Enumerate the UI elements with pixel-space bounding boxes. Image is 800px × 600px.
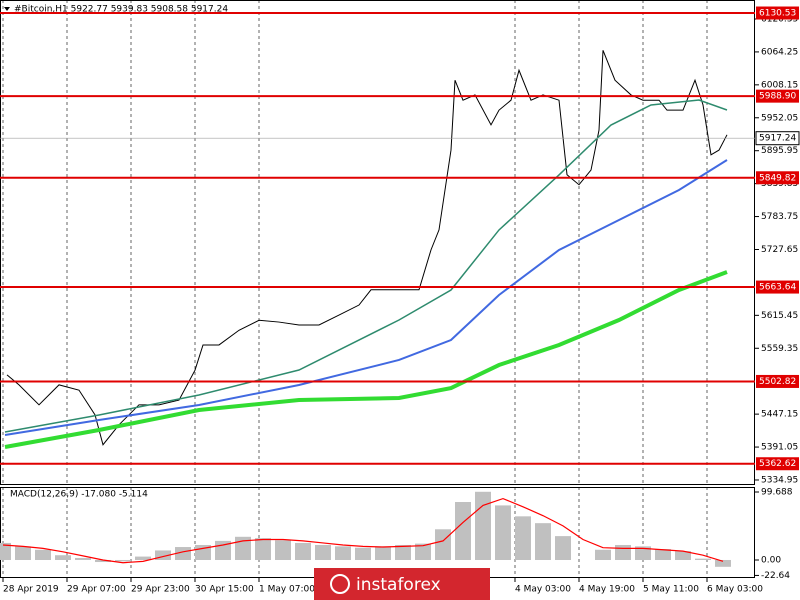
macd-bar (715, 559, 731, 567)
level-label: 5663.64 (759, 283, 796, 293)
macd-bar (375, 546, 391, 560)
watermark-text: instaforex (356, 575, 441, 595)
watermark-box (314, 568, 490, 600)
macd-bar (115, 559, 131, 562)
x-tick-label: 6 May 03:00 (707, 585, 763, 595)
x-tick-label: 4 May 03:00 (515, 585, 571, 595)
series-line (4, 159, 728, 436)
macd-bar (395, 544, 411, 560)
macd-bar (455, 502, 471, 560)
macd-bar (275, 540, 291, 560)
x-tick-label: 30 Apr 15:00 (195, 585, 254, 595)
y-tick-label: 6008.15 (761, 80, 798, 90)
x-tick-label: 4 May 19:00 (579, 585, 635, 595)
series-line (4, 99, 728, 433)
macd-bar (355, 547, 371, 560)
macd-bar (415, 543, 431, 560)
macd-bar (555, 536, 571, 560)
pane-border (0, 0, 755, 485)
x-tick-label: 29 Apr 23:00 (131, 585, 190, 595)
level-box (756, 374, 799, 388)
macd-bar (255, 538, 271, 560)
macd-bar (495, 505, 511, 560)
level-label: 5362.62 (759, 459, 796, 469)
macd-bar (0, 542, 11, 560)
y-tick-label: 5391.05 (761, 443, 798, 453)
macd-bar (675, 551, 691, 560)
series-line (4, 270, 728, 449)
macd-bar (475, 491, 491, 560)
level-label: 6130.53 (759, 9, 796, 19)
watermark-icon (330, 574, 350, 594)
macd-bar (235, 536, 251, 560)
macd-bar (655, 549, 671, 560)
menu-arrow (4, 7, 10, 11)
y-tick-label: 6064.25 (761, 47, 798, 57)
macd-bar (535, 523, 551, 560)
chart-title: #Bitcoin,H1 5922.77 5939.83 5908.58 5917… (14, 5, 228, 15)
macd-bar (315, 544, 331, 560)
macd-bar (135, 556, 151, 560)
macd-bar (695, 558, 711, 560)
y-tick-label: 5727.65 (761, 245, 798, 255)
y-tick-label: 99.688 (761, 487, 793, 497)
macd-bar (595, 549, 611, 560)
macd-bar (635, 546, 651, 560)
level-box (756, 89, 799, 103)
level-label: 5988.90 (759, 92, 796, 102)
macd-bar (335, 546, 351, 560)
y-tick-label: 5447.15 (761, 410, 798, 420)
last-price-label: 5917.24 (759, 134, 796, 144)
macd-bar (55, 555, 71, 560)
macd-bar (435, 529, 451, 560)
x-tick-label: 29 Apr 07:00 (67, 585, 126, 595)
macd-bar (35, 549, 51, 560)
level-box (756, 171, 799, 185)
macd-bar (175, 547, 191, 560)
x-tick-label: 1 May 07:00 (259, 585, 315, 595)
y-tick-label: 5895.95 (761, 146, 798, 156)
y-tick-label: 5615.45 (761, 311, 798, 321)
x-tick-label: 5 May 11:00 (643, 585, 699, 595)
macd-bar (295, 542, 311, 560)
x-tick-label: 28 Apr 2019 (3, 585, 59, 595)
level-box (756, 6, 799, 20)
y-tick-label: 5559.35 (761, 344, 798, 354)
macd-title: MACD(12,26,9) -17.080 -5.114 (10, 490, 148, 500)
series-line (2, 497, 724, 564)
y-tick-label: 5783.75 (761, 212, 798, 222)
level-label: 5502.82 (759, 377, 796, 387)
level-box (756, 280, 799, 294)
watermark: instaforex (314, 568, 490, 600)
macd-bar (95, 559, 111, 563)
macd-bar (155, 550, 171, 560)
macd-bar (15, 546, 31, 560)
level-box (756, 457, 799, 471)
level-label: 5849.82 (759, 173, 796, 183)
macd-bar (75, 557, 91, 560)
y-tick-label: -22.64 (761, 571, 790, 581)
y-tick-label: 0.00 (761, 555, 781, 565)
y-tick-label: 5334.95 (761, 475, 798, 485)
y-tick-label: 5952.05 (761, 113, 798, 123)
macd-bar (615, 544, 631, 560)
last-price-box (755, 131, 800, 146)
macd-bar (515, 516, 531, 560)
